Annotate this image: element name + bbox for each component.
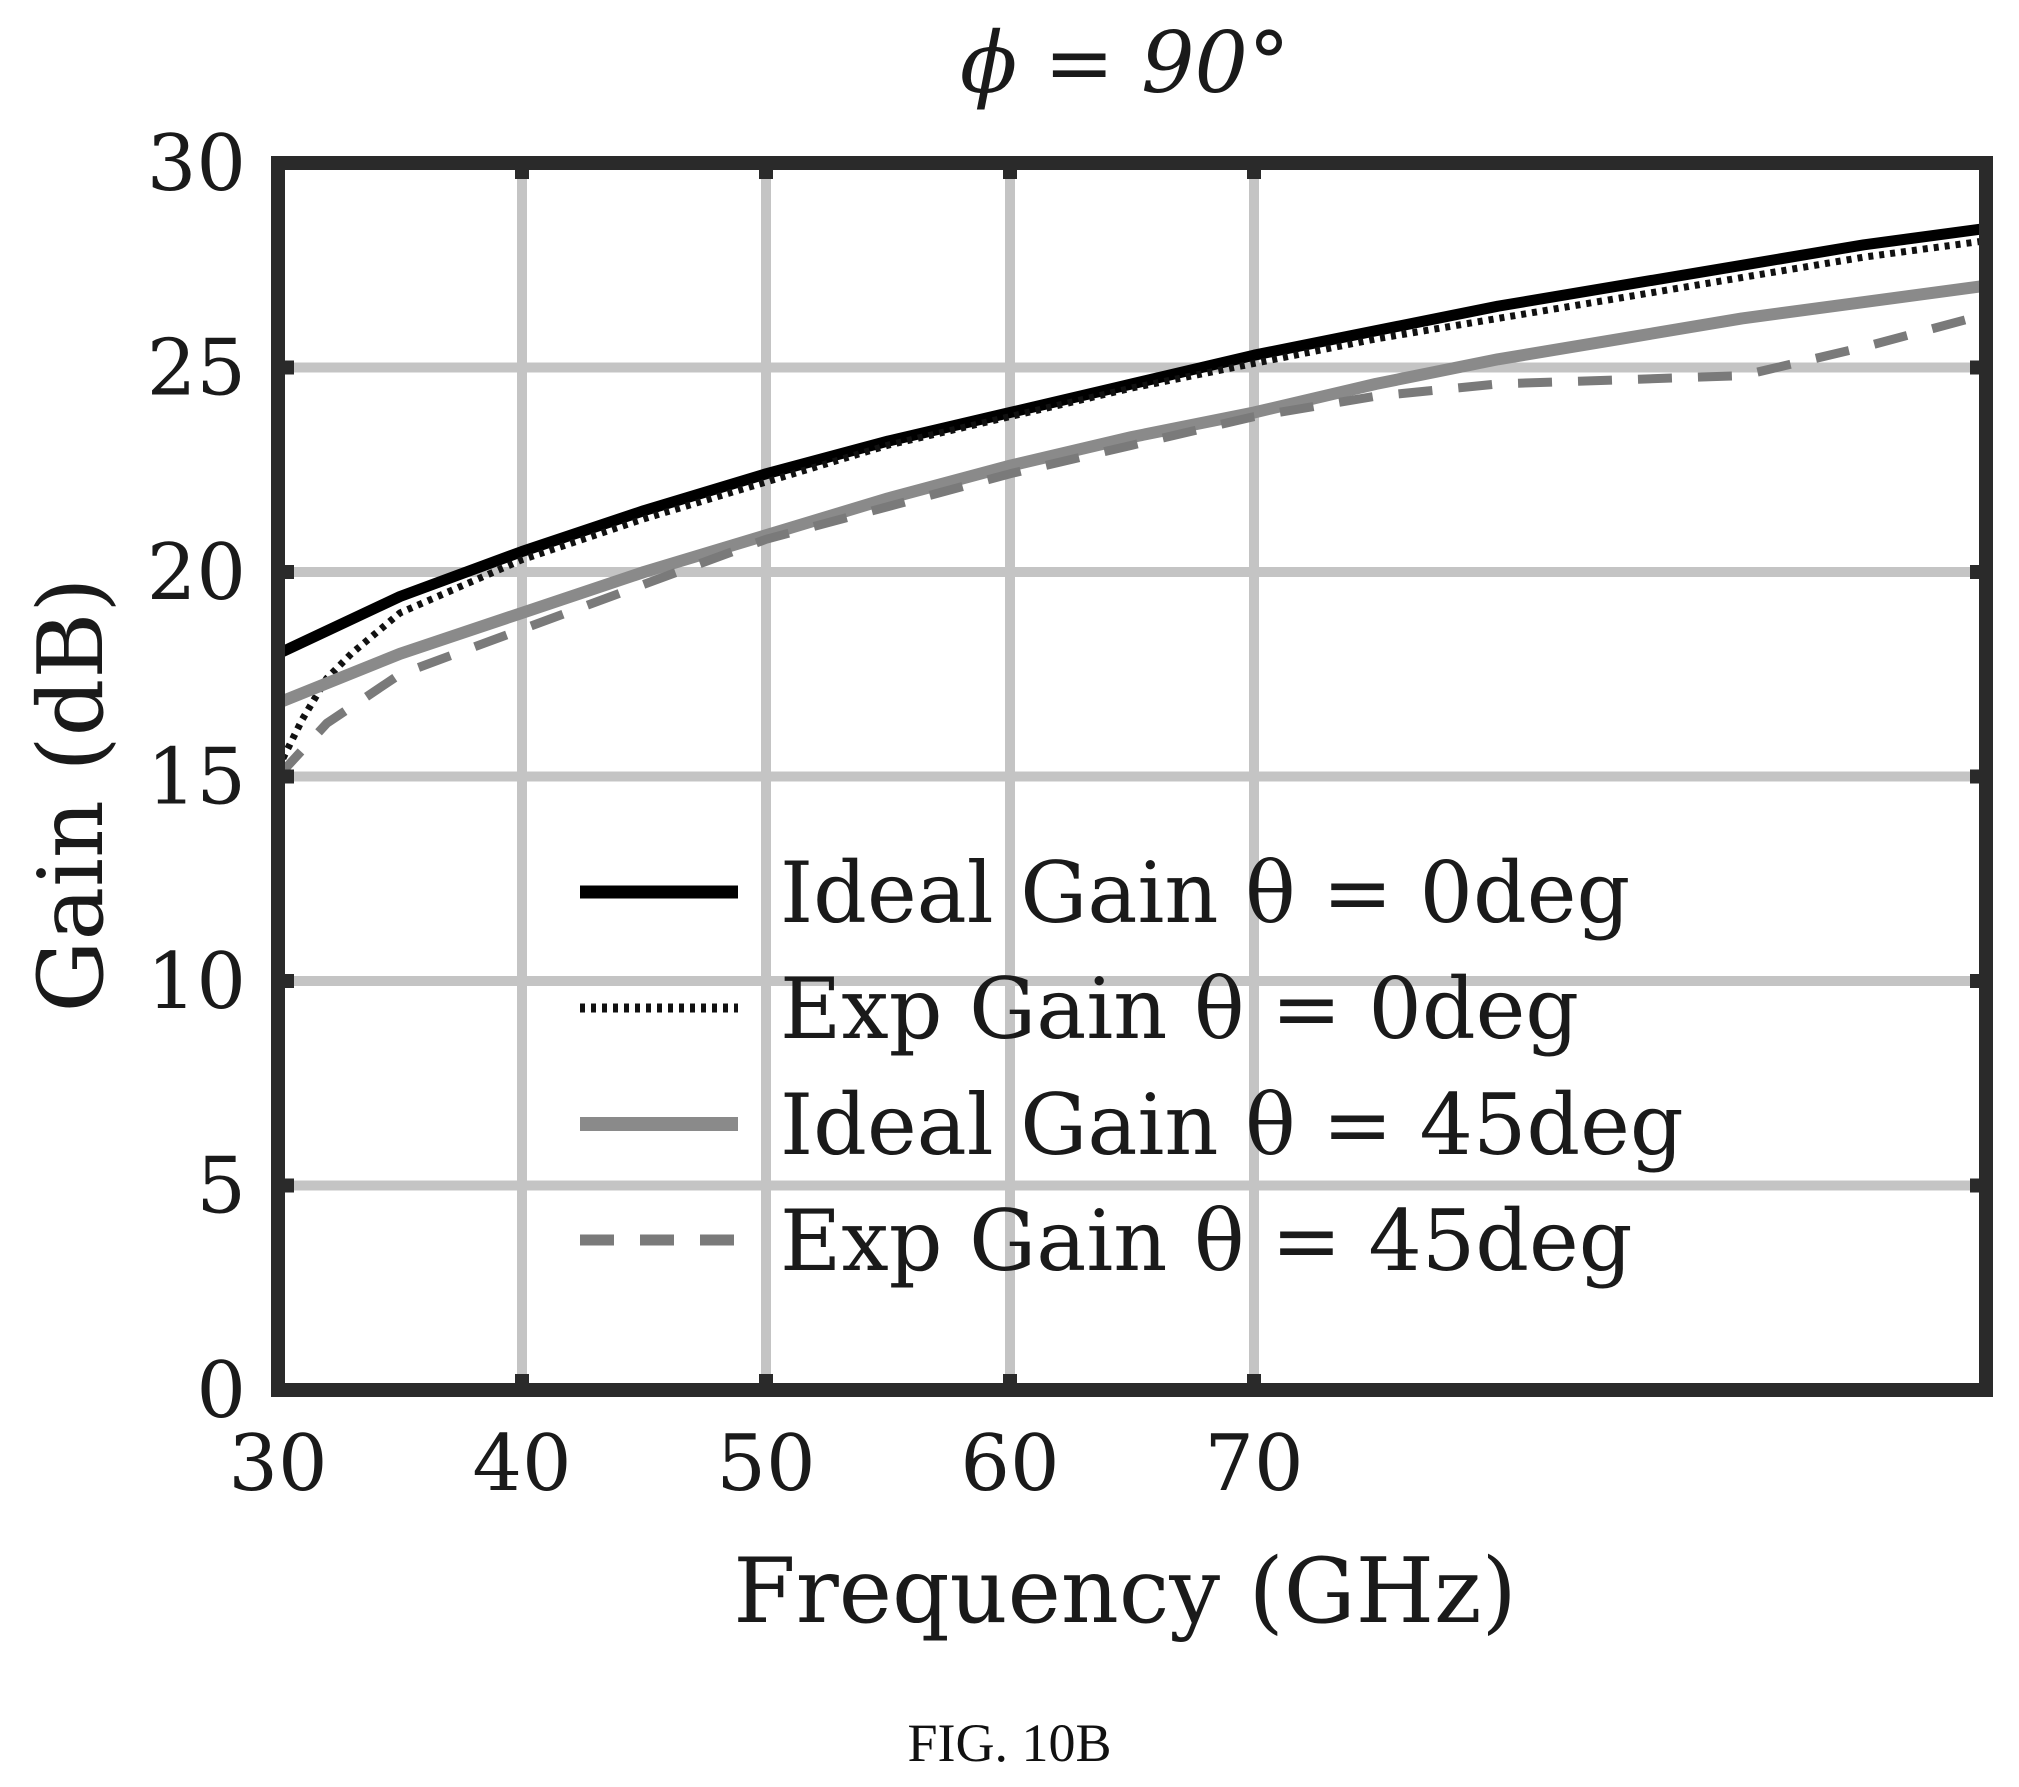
series-line-3: [275, 279, 1987, 709]
legend-label-2: Exp Gain θ = 0deg: [780, 960, 1579, 1058]
y-tick-label: 30: [147, 119, 246, 209]
legend-label-1: Ideal Gain θ = 0deg: [780, 844, 1630, 942]
x-tick-label: 50: [716, 1419, 815, 1509]
series-line-1: [275, 222, 1987, 659]
tick-labels: 30 40 50 60 70 0 5 10 15 20 25 30: [147, 119, 1304, 1509]
y-tick-label: 20: [147, 528, 246, 618]
x-tick-label: 30: [228, 1419, 327, 1509]
legend: Ideal Gain θ = 0deg Exp Gain θ = 0deg Idea…: [580, 844, 1684, 1290]
series-line-4: [274, 309, 1988, 780]
x-tick-label: 40: [472, 1419, 571, 1509]
legend-label-3: Ideal Gain θ = 45deg: [780, 1076, 1684, 1174]
y-axis-label: Gain (dB): [19, 578, 124, 1013]
grid: [273, 163, 1986, 1390]
x-tick-label: 70: [1204, 1419, 1303, 1509]
x-tick-label: 60: [960, 1419, 1059, 1509]
x-axis-label: Frequency (GHz): [733, 1539, 1516, 1644]
y-tick-label: 25: [147, 324, 246, 414]
y-tick-label: 10: [147, 937, 246, 1027]
y-tick-label: 5: [196, 1142, 246, 1232]
y-tick-label: 0: [196, 1346, 246, 1436]
plot-lines: [274, 222, 1988, 780]
chart-title: ϕ = 90°: [960, 14, 1290, 112]
legend-label-4: Exp Gain θ = 45deg: [780, 1192, 1633, 1290]
y-tick-label: 15: [147, 733, 246, 823]
figure-caption: FIG. 10B: [907, 1713, 1112, 1773]
ticks: [271, 156, 1986, 1397]
